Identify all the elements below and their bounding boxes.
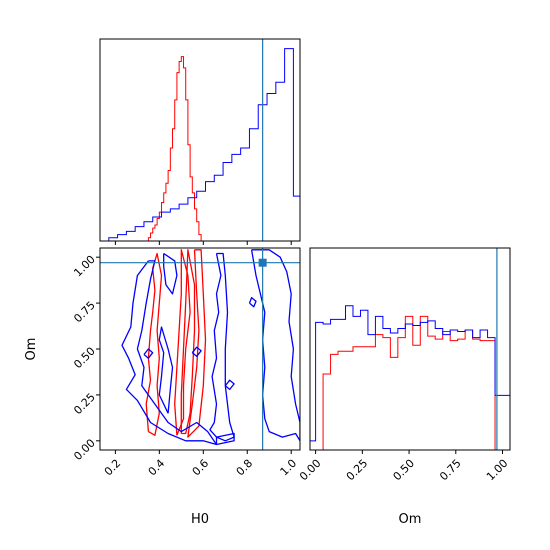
joint-contour-panel: 0.2 0.4 0.6 0.8 1.0 0.00 0.25 0.50 0.75 1.00 H0 Om	[24, 247, 301, 527]
contour-series-1-level-4	[187, 249, 207, 438]
contour-series-2-level-8	[143, 348, 154, 359]
contour-series-1-level-3	[180, 249, 196, 435]
joint-y-tick-label: 0.50	[71, 345, 98, 372]
h0-marginal-plot-area	[100, 39, 300, 241]
joint-x-tick-label: 1.0	[278, 457, 300, 479]
h0-marginal-panel	[99, 38, 301, 245]
contour-series-2-level-7	[248, 296, 257, 308]
contour-series-1-level-1	[145, 252, 163, 436]
contour-series-2-level-6	[224, 379, 235, 391]
joint-x-tick-label: 0.2	[102, 457, 124, 479]
contour-series-2-level-10	[215, 432, 235, 446]
h0-x-axis-label: H0	[191, 512, 209, 527]
joint-truth-marker	[258, 258, 267, 267]
joint-y-tick-label: 0.00	[71, 436, 98, 463]
h0-histogram-series-2	[100, 48, 300, 241]
om-histogram-series-1	[315, 315, 503, 450]
om-marginal-x-tick-label: 1.00	[484, 457, 511, 484]
joint-x-tick-label: 0.6	[190, 457, 212, 479]
contour-series-2-level-4	[209, 252, 235, 442]
joint-y-tick-label: 0.25	[71, 391, 98, 418]
om-marginal-x-tick-label: 0.50	[391, 457, 418, 484]
om-marginal-frame	[309, 247, 511, 451]
om-marginal-x-tick-label: 0.25	[344, 457, 371, 484]
om-marginal-panel: 0.00 0.25 0.50 0.75 1.00 Om	[297, 247, 511, 527]
joint-x-tick-label: 0.4	[146, 457, 168, 479]
contour-series-2-level-5	[250, 249, 300, 442]
om-x-axis-label: Om	[399, 512, 422, 527]
h0-marginal-frame	[99, 38, 301, 242]
joint-x-tick-label: 0.8	[234, 457, 256, 479]
om-histogram-series-2	[310, 305, 510, 450]
joint-y-tick-label: 1.00	[71, 253, 98, 280]
om-marginal-plot-area	[310, 248, 510, 450]
joint-plot-area	[100, 248, 300, 450]
om-marginal-x-tick-label: 0.00	[297, 457, 324, 484]
om-marginal-x-tick-label: 0.75	[437, 457, 464, 484]
joint-y-tick-label: 0.75	[71, 299, 98, 326]
contour-series-2-level-9	[191, 346, 202, 357]
contour-series-2-level-3	[158, 326, 174, 414]
h0-histogram-series-1	[146, 56, 204, 241]
contour-series-2-level-2	[163, 252, 178, 295]
om-y-axis-label: Om	[24, 338, 39, 361]
